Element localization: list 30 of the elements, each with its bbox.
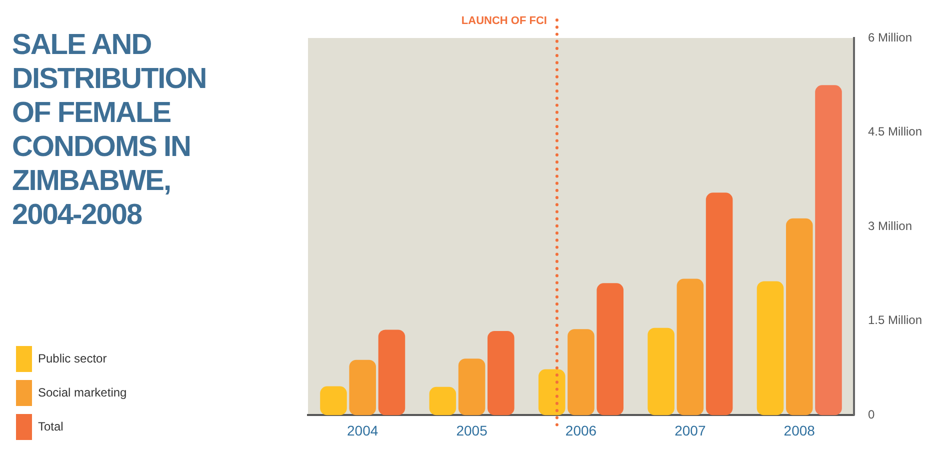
bar [320, 386, 347, 416]
ref-line-label: LAUNCH OF FCI [461, 15, 547, 28]
bar [596, 283, 624, 416]
y-tick-label: 6 Million [868, 30, 912, 44]
bar [756, 281, 784, 416]
y-tick-label: 0 [868, 408, 875, 422]
bar [429, 386, 456, 416]
x-tick-label: 2008 [784, 422, 816, 438]
text: SALE AND DISTRIBUTION OF FEMALE CONDOMS IN ZIMBABWE, 2004-2008 [12, 28, 208, 232]
x-tick-label: 2006 [565, 422, 597, 438]
bar [786, 218, 813, 416]
x-tick-label: 2005 [456, 422, 488, 438]
bar [349, 360, 376, 416]
bar [378, 330, 406, 416]
bar [676, 278, 704, 416]
bar [538, 369, 566, 416]
bar [706, 192, 733, 416]
x-tick-label: 2007 [674, 422, 706, 438]
y-tick-label: 1.5 Million [868, 313, 922, 328]
legend-label: Social marketing [38, 385, 127, 400]
y-tick-label: 3 Million [868, 218, 912, 233]
y-tick-label: 4.5 Million [868, 124, 922, 139]
bar [568, 329, 594, 416]
x-tick-label: 2004 [347, 422, 378, 438]
bar [458, 358, 486, 416]
bar [648, 328, 674, 416]
bar [488, 330, 514, 416]
bar [815, 85, 842, 416]
legend-label: Public sector [38, 351, 107, 366]
legend-label: Total [38, 419, 64, 434]
